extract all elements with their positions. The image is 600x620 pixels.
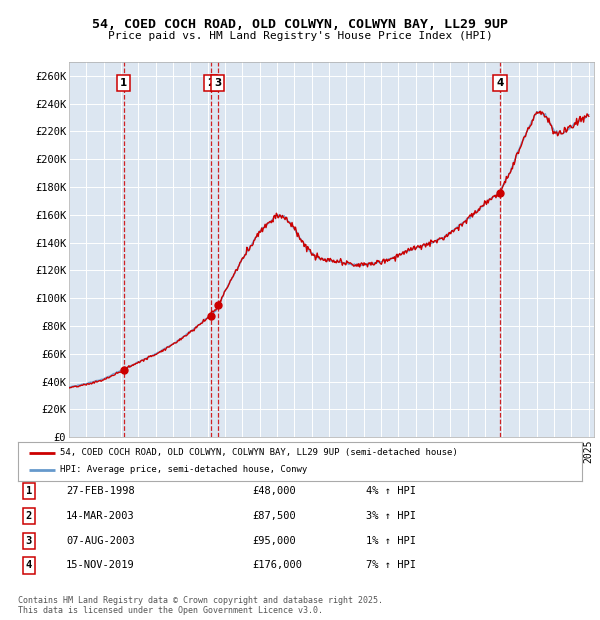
Text: 4% ↑ HPI: 4% ↑ HPI (366, 486, 416, 496)
Text: 3: 3 (214, 78, 221, 88)
Text: Contains HM Land Registry data © Crown copyright and database right 2025.
This d: Contains HM Land Registry data © Crown c… (18, 596, 383, 615)
Text: £95,000: £95,000 (252, 536, 296, 546)
Text: 2: 2 (26, 511, 32, 521)
Text: 1% ↑ HPI: 1% ↑ HPI (366, 536, 416, 546)
Text: HPI: Average price, semi-detached house, Conwy: HPI: Average price, semi-detached house,… (60, 465, 308, 474)
Text: 3: 3 (26, 536, 32, 546)
Text: 1: 1 (26, 486, 32, 496)
Text: 1: 1 (120, 78, 127, 88)
Text: 07-AUG-2003: 07-AUG-2003 (66, 536, 135, 546)
Text: 54, COED COCH ROAD, OLD COLWYN, COLWYN BAY, LL29 9UP: 54, COED COCH ROAD, OLD COLWYN, COLWYN B… (92, 19, 508, 31)
Text: 2: 2 (207, 78, 215, 88)
Text: 7% ↑ HPI: 7% ↑ HPI (366, 560, 416, 570)
Text: 54, COED COCH ROAD, OLD COLWYN, COLWYN BAY, LL29 9UP (semi-detached house): 54, COED COCH ROAD, OLD COLWYN, COLWYN B… (60, 448, 458, 458)
Text: Price paid vs. HM Land Registry's House Price Index (HPI): Price paid vs. HM Land Registry's House … (107, 31, 493, 41)
Text: £48,000: £48,000 (252, 486, 296, 496)
Text: 27-FEB-1998: 27-FEB-1998 (66, 486, 135, 496)
Text: 4: 4 (496, 78, 504, 88)
Text: 14-MAR-2003: 14-MAR-2003 (66, 511, 135, 521)
Text: 4: 4 (26, 560, 32, 570)
Text: £176,000: £176,000 (252, 560, 302, 570)
Text: £87,500: £87,500 (252, 511, 296, 521)
Text: 3% ↑ HPI: 3% ↑ HPI (366, 511, 416, 521)
Text: 15-NOV-2019: 15-NOV-2019 (66, 560, 135, 570)
